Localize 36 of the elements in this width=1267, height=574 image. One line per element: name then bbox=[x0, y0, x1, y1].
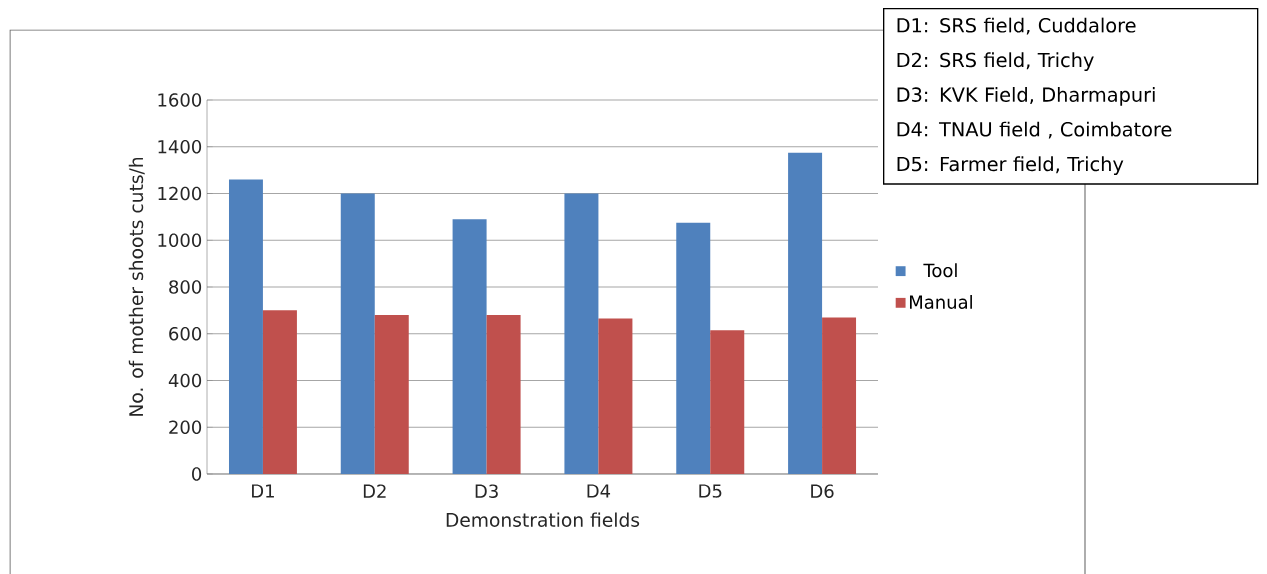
bar bbox=[788, 152, 823, 474]
y-tick-label: 1200 bbox=[158, 186, 202, 201]
bar bbox=[676, 222, 711, 474]
bar bbox=[564, 193, 599, 474]
y-tick-label: 400 bbox=[168, 373, 202, 388]
x-tick-label: D4 bbox=[587, 484, 611, 498]
y-axis-title: No. of mother shoots cuts/h bbox=[128, 157, 145, 416]
y-tick-label: 1400 bbox=[158, 139, 202, 154]
y-tick-label: 0 bbox=[192, 467, 202, 481]
bar bbox=[486, 315, 521, 474]
y-tick-label: 800 bbox=[169, 280, 202, 294]
legend-label: Tool bbox=[923, 263, 957, 278]
x-tick-label: D6 bbox=[811, 484, 834, 498]
legend-label: Manual bbox=[910, 294, 972, 309]
bar bbox=[228, 179, 263, 474]
text: D3: KVK Field, Dharmapuri bbox=[897, 86, 1155, 106]
bar bbox=[340, 193, 375, 474]
x-tick-label: D2 bbox=[363, 484, 386, 498]
y-tick-label: 200 bbox=[169, 420, 202, 435]
bar bbox=[374, 315, 409, 474]
bar bbox=[452, 219, 487, 474]
x-tick-label: D5 bbox=[699, 484, 722, 498]
text: D1: SRS field, Cuddalore bbox=[897, 17, 1136, 35]
bar bbox=[598, 318, 633, 474]
x-tick-label: D3 bbox=[475, 484, 498, 498]
x-axis-title: Demonstration fields bbox=[446, 512, 640, 527]
y-tick-label: 600 bbox=[169, 326, 202, 341]
x-tick-label: D1 bbox=[252, 484, 274, 498]
text: D5: Farmer field, Trichy bbox=[897, 156, 1124, 176]
bar bbox=[822, 317, 857, 474]
text: D4: TNAU field , Coimbatore bbox=[897, 121, 1172, 139]
bar bbox=[710, 330, 745, 474]
y-tick-label: 1000 bbox=[158, 233, 202, 248]
text: D2: SRS field, Trichy bbox=[897, 52, 1094, 72]
y-tick-label: 1600 bbox=[158, 93, 202, 107]
bar bbox=[262, 310, 297, 474]
